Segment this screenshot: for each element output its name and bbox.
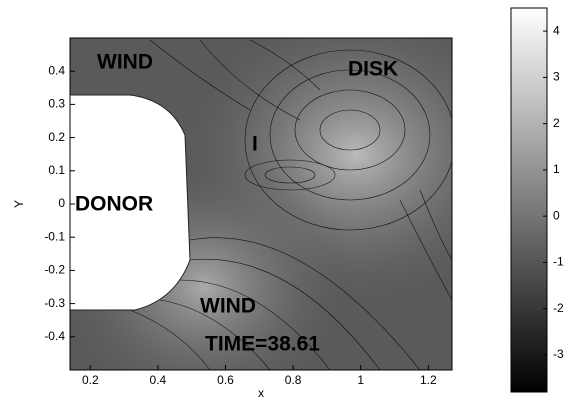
colorbar-tick-label: -2 bbox=[553, 301, 564, 315]
x-axis-label: x bbox=[258, 386, 264, 400]
y-tick-label: 0.4 bbox=[48, 63, 65, 77]
field bbox=[70, 38, 452, 370]
annotation: TIME=38.61 bbox=[205, 333, 320, 356]
colorbar-tick-label: 0 bbox=[553, 208, 560, 222]
y-axis-label: Y bbox=[12, 200, 26, 208]
x-tick-label: 0.4 bbox=[150, 373, 167, 387]
x-tick-label: 0.6 bbox=[217, 373, 234, 387]
y-tick-label: 0.2 bbox=[48, 130, 65, 144]
y-tick-label: 0.3 bbox=[48, 97, 65, 111]
annotation: DONOR bbox=[75, 193, 153, 216]
annotation: WIND bbox=[200, 295, 256, 318]
y-tick-label: -0.3 bbox=[44, 296, 65, 310]
y-tick-label: 0 bbox=[58, 196, 65, 210]
annotation: WIND bbox=[97, 51, 153, 74]
colorbar-tick-label: -1 bbox=[553, 255, 564, 269]
x-tick-label: 0.2 bbox=[82, 373, 99, 387]
colorbar-tick-label: 4 bbox=[553, 23, 560, 37]
annotation: I bbox=[252, 133, 258, 156]
x-tick-label: 1.2 bbox=[420, 373, 437, 387]
annotation: DISK bbox=[348, 58, 398, 81]
colorbar-tick-label: 3 bbox=[553, 70, 560, 84]
colorbar bbox=[510, 7, 548, 393]
y-tick-label: 0.1 bbox=[48, 163, 65, 177]
y-tick-label: -0.4 bbox=[44, 329, 65, 343]
colorbar-tick-label: 1 bbox=[553, 162, 560, 176]
y-tick-label: -0.1 bbox=[44, 229, 65, 243]
donor-region bbox=[70, 94, 191, 311]
x-tick-label: 0.8 bbox=[285, 373, 302, 387]
streamlines bbox=[129, 39, 452, 370]
y-tick-label: -0.2 bbox=[44, 263, 65, 277]
colorbar-tick-label: -3 bbox=[553, 347, 564, 361]
colorbar-tick-label: 2 bbox=[553, 116, 560, 130]
x-tick-label: 1 bbox=[357, 373, 364, 387]
